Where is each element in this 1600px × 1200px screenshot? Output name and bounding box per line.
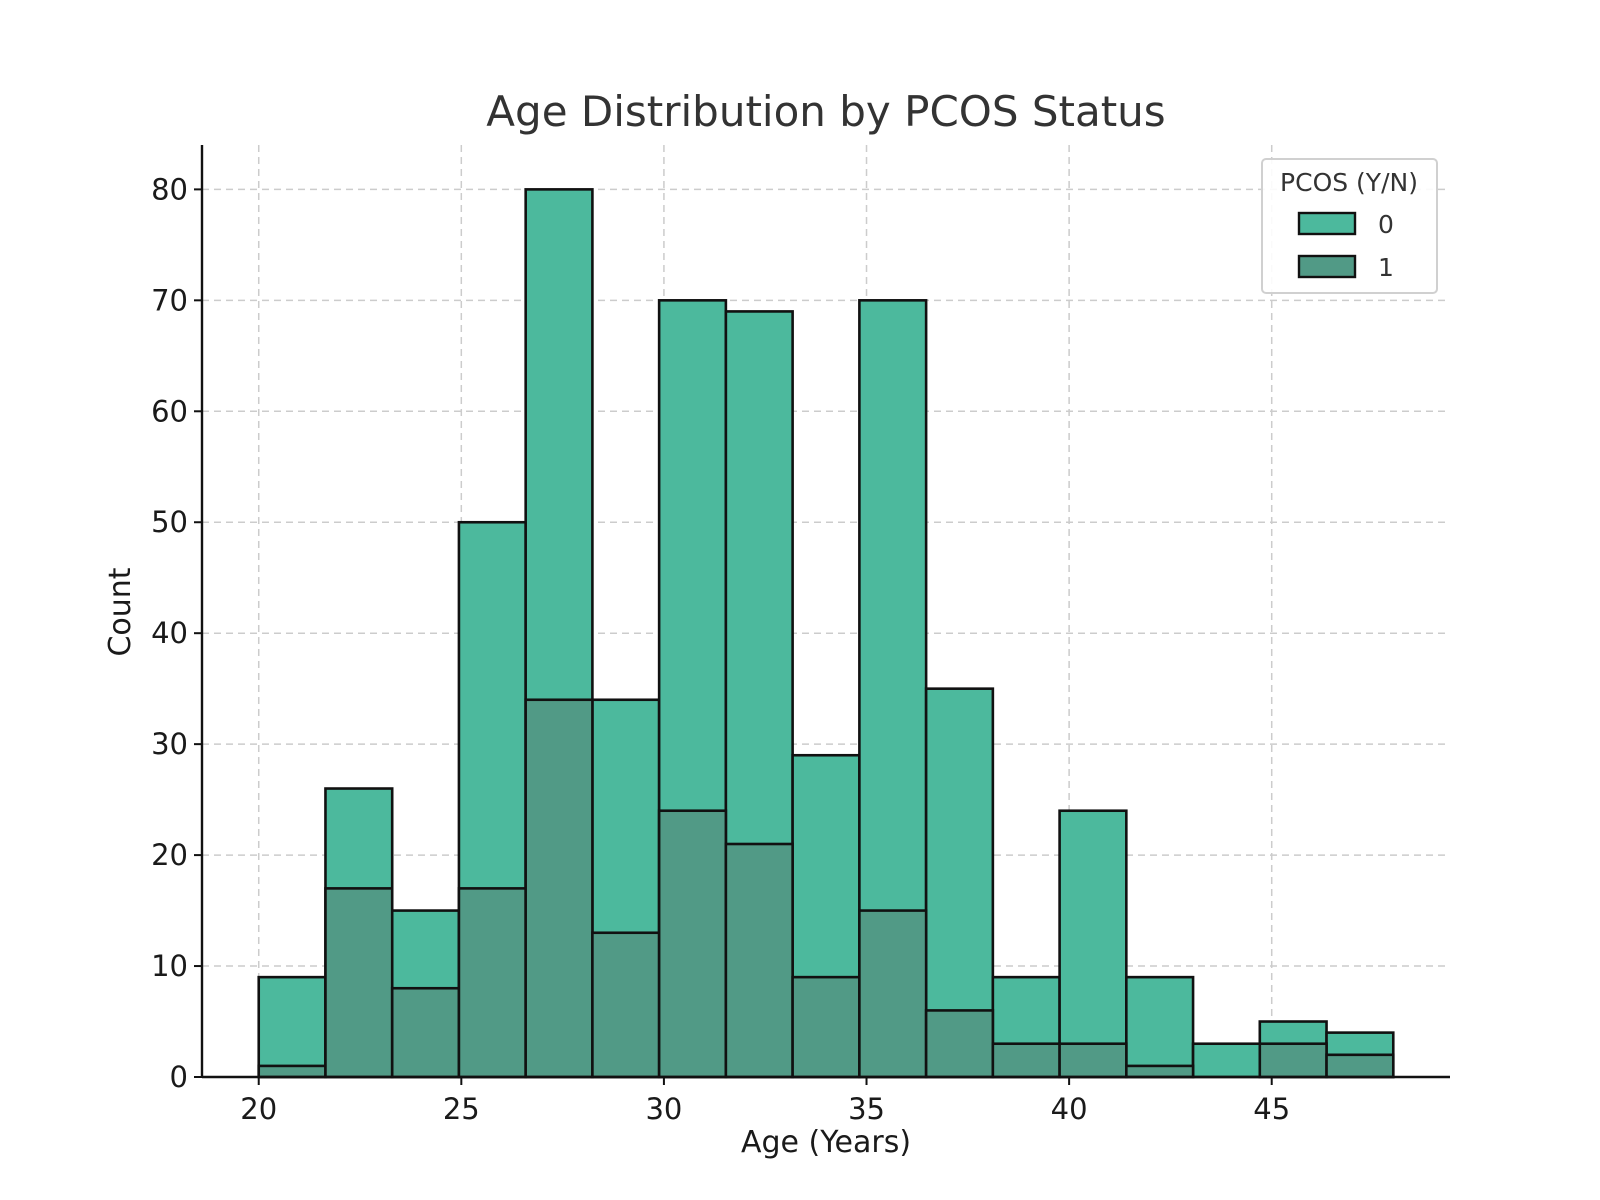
y-tick-label: 30: [151, 727, 188, 761]
y-axis-label: Count: [103, 567, 138, 656]
bar-series-1-bin-4: [524, 698, 594, 1079]
y-tick-label: 40: [151, 616, 188, 650]
x-tick-label: 35: [848, 1092, 885, 1126]
bars: [257, 188, 1395, 1079]
y-tick-label: 50: [151, 505, 188, 539]
legend-swatch-1: [1297, 254, 1357, 279]
bar-series-1-bin-3: [457, 887, 527, 1079]
bar-series-1-bin-8: [791, 975, 861, 1079]
bar-series-1-bin-0: [257, 1064, 327, 1079]
x-tick-label: 40: [1051, 1092, 1088, 1126]
y-tick-label: 80: [151, 172, 188, 206]
legend-swatch-0: [1297, 211, 1357, 236]
legend: PCOS (Y/N) 0 1: [1261, 158, 1438, 294]
bar-series-1-bin-2: [390, 986, 461, 1079]
legend-label-0: 0: [1378, 210, 1394, 239]
bar-series-0-bin-13: [1125, 975, 1195, 1079]
bar-series-1-bin-1: [324, 887, 394, 1079]
y-tick-label: 70: [151, 283, 188, 317]
bar-series-1-bin-7: [724, 842, 794, 1079]
bar-series-1-bin-12: [1058, 1042, 1128, 1079]
bar-series-0-bin-12: [1058, 809, 1128, 1079]
y-tick-label: 60: [151, 394, 188, 428]
bar-series-1-bin-15: [1258, 1042, 1328, 1079]
x-tick-label: 25: [443, 1092, 480, 1126]
bar-series-1-bin-16: [1325, 1053, 1395, 1079]
x-tick-label: 45: [1253, 1092, 1290, 1126]
legend-label-1: 1: [1378, 253, 1394, 282]
chart-title: Age Distribution by PCOS Status: [486, 87, 1165, 136]
bar-series-1-bin-11: [991, 1042, 1061, 1079]
y-tick-label: 0: [170, 1060, 188, 1094]
bar-series-1-bin-10: [924, 1009, 995, 1079]
bar-series-1-bin-9: [858, 909, 928, 1079]
bar-series-1-bin-5: [591, 931, 661, 1079]
bar-series-0-bin-0: [257, 975, 327, 1079]
bar-series-0-bin-14: [1191, 1042, 1262, 1079]
x-axis-label: Age (Years): [741, 1125, 911, 1160]
y-tick-label: 10: [151, 949, 188, 983]
bar-series-1-bin-6: [657, 809, 728, 1079]
x-tick-label: 20: [240, 1092, 277, 1126]
y-tick-label: 20: [151, 838, 188, 872]
bar-series-1-bin-13: [1125, 1064, 1195, 1079]
x-tick-label: 30: [645, 1092, 682, 1126]
legend-title: PCOS (Y/N): [1280, 168, 1418, 197]
